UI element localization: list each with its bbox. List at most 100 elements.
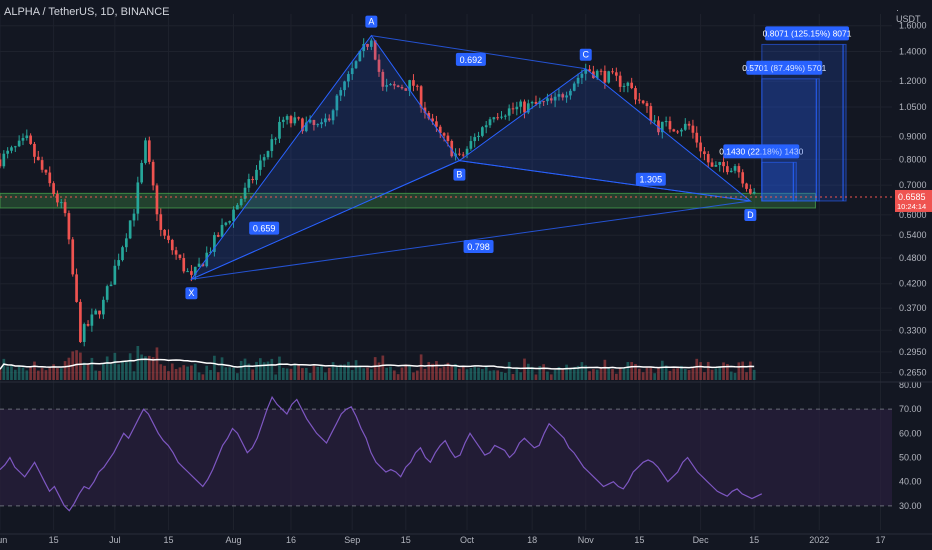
ratio-badge — [463, 240, 494, 254]
volume-bar — [706, 361, 710, 380]
volume-bar — [549, 374, 553, 380]
candle-body — [354, 61, 358, 69]
candle-body — [530, 101, 534, 104]
volume-bar — [274, 374, 277, 380]
date-tick-label: Jul — [109, 535, 121, 545]
candle-body — [622, 85, 626, 87]
pattern-line-xb — [191, 160, 460, 280]
volume-bar — [155, 347, 159, 380]
candle-body — [128, 220, 132, 239]
candle-body — [672, 129, 676, 132]
volume-bar — [538, 365, 542, 380]
volume-bar — [228, 367, 232, 380]
candle-body — [147, 140, 151, 162]
volume-bar — [626, 361, 630, 380]
candle-body — [607, 71, 611, 83]
candle-body — [182, 258, 186, 272]
candle-body — [220, 224, 224, 237]
candle-body — [163, 229, 166, 236]
candle-body — [67, 213, 71, 240]
candle-body — [695, 132, 699, 143]
volume-bar — [714, 368, 718, 380]
harmonic-pattern[interactable]: X A B C D 0.692 0.659 1.305 0.798 — [185, 15, 757, 300]
candle-body — [316, 124, 320, 126]
candle-body — [423, 107, 427, 113]
volume-bar — [680, 365, 683, 380]
price-tick-label: 0.4200 — [899, 279, 927, 289]
candle-body — [258, 160, 262, 170]
currency-dot: · — [896, 5, 899, 15]
target-label: 0.8071 (125.15%) 8071 — [763, 28, 852, 38]
ratio-label: 0.798 — [467, 242, 490, 252]
candle-body — [132, 213, 136, 221]
volume-bar — [13, 369, 17, 380]
volume-bar — [354, 360, 358, 380]
candle-body — [488, 119, 492, 126]
candle-body — [44, 169, 48, 173]
candle-body — [580, 73, 584, 78]
candle-body — [201, 263, 205, 267]
volume-bar — [710, 369, 714, 380]
candle-body — [611, 71, 614, 73]
candle-body — [653, 120, 656, 122]
candle-body — [389, 84, 392, 86]
volume-bar — [703, 372, 706, 380]
candle-body — [660, 121, 664, 133]
candle-body — [358, 50, 362, 62]
axes: 1.6000 1.4000 1.2000 1.0500 0.9000 0.8000 0.70… — [0, 21, 932, 545]
volume-bar — [236, 373, 239, 380]
volume-bar — [90, 357, 94, 380]
date-tick-label: 17 — [876, 535, 886, 545]
candle-body — [542, 101, 545, 103]
volume-bar — [102, 363, 105, 380]
volume-bar — [584, 365, 588, 380]
volume-bar — [503, 372, 507, 380]
price-tick-label: 0.7000 — [899, 180, 927, 190]
volume-bar — [733, 372, 737, 380]
volume-bar — [419, 354, 423, 380]
price-tick-label: 1.6000 — [899, 21, 927, 31]
candle-body — [515, 106, 519, 110]
candle-body — [438, 126, 442, 134]
volume-bar — [569, 368, 572, 380]
target-box — [761, 43, 847, 202]
candle-body — [634, 88, 637, 100]
candle-body — [377, 59, 381, 72]
pattern-point-x-badge — [185, 287, 198, 300]
candle-body — [396, 85, 400, 87]
candle-body — [347, 74, 350, 82]
volume-bar — [308, 372, 312, 380]
volume-bar — [147, 355, 151, 380]
volume-bar — [258, 358, 262, 380]
candle-body — [469, 141, 473, 149]
volume-bar — [477, 367, 480, 380]
volume-bar — [534, 374, 538, 380]
candle-body — [588, 69, 591, 72]
candle-body — [442, 133, 446, 136]
price-tick-label: 0.6000 — [899, 210, 927, 220]
last-price-value: 0.6585 — [898, 192, 926, 202]
candle-body — [718, 161, 722, 166]
candle-body — [749, 188, 752, 194]
candle-body — [63, 202, 67, 214]
volume-bar — [331, 362, 335, 380]
candle-body — [477, 135, 480, 138]
volume-bar — [197, 372, 201, 380]
candle-body — [94, 310, 98, 315]
candle-body — [82, 324, 86, 342]
candle-body — [320, 122, 323, 125]
volume-bar — [113, 352, 117, 380]
candle-body — [71, 239, 75, 275]
volume-bar — [396, 374, 400, 380]
volume-bar — [496, 370, 500, 380]
volume-bar — [676, 368, 679, 380]
volume-bar — [63, 361, 67, 380]
candle-body — [435, 121, 438, 127]
candle-body — [48, 172, 52, 184]
volume-bar — [128, 353, 132, 380]
volume-bar — [29, 367, 32, 380]
candle-body — [151, 161, 155, 186]
candle-body — [178, 254, 182, 259]
